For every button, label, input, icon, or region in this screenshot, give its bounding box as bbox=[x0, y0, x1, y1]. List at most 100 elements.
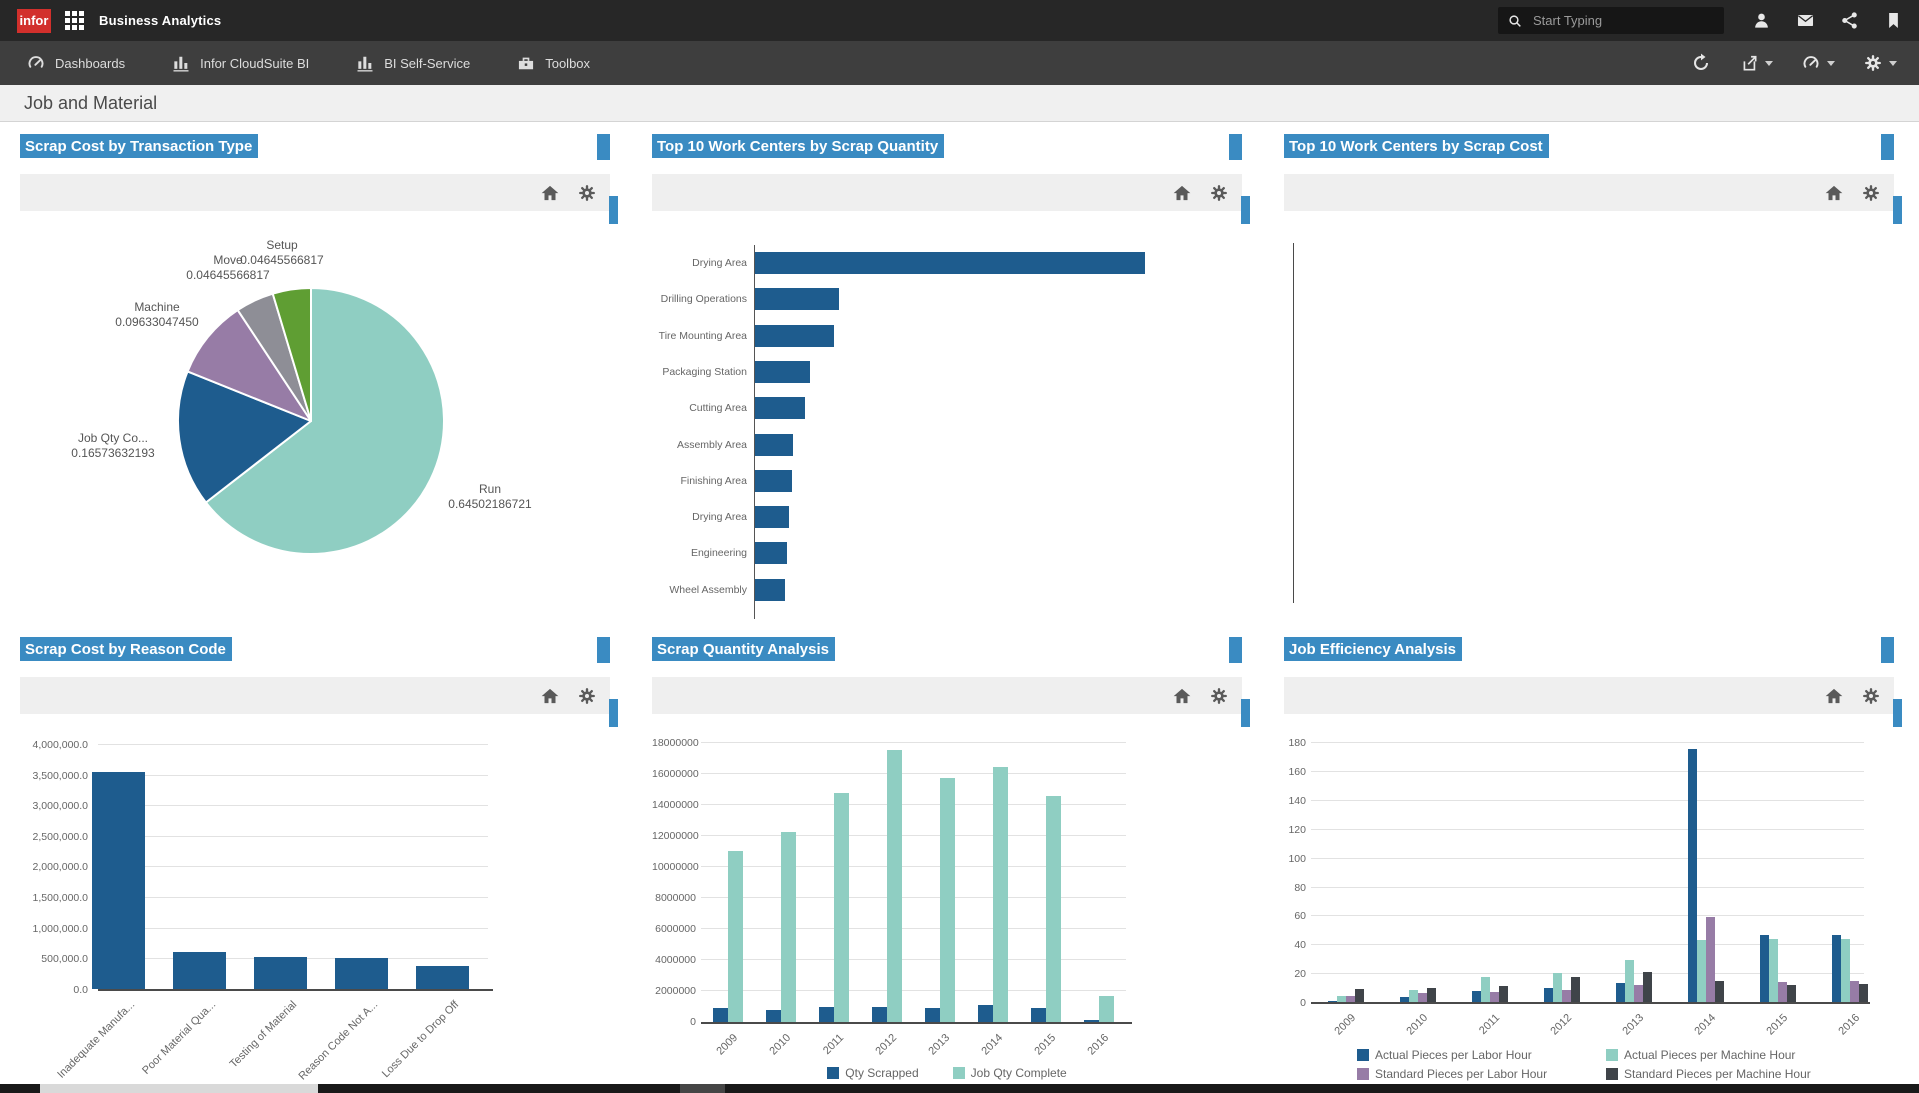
panel-title[interactable]: Scrap Cost by Reason Code bbox=[20, 637, 232, 661]
bar-0[interactable] bbox=[92, 771, 145, 989]
home-icon[interactable] bbox=[540, 686, 560, 706]
bar-2011-series-0[interactable] bbox=[1472, 991, 1481, 1002]
bar-2015-series-1[interactable] bbox=[1046, 796, 1062, 1022]
bar-2014-series-2[interactable] bbox=[1706, 916, 1715, 1002]
panel-title[interactable]: Top 10 Work Centers by Scrap Quantity bbox=[652, 134, 945, 158]
bar-2009-series-0[interactable] bbox=[712, 1008, 728, 1022]
infor-logo[interactable]: infor bbox=[17, 8, 51, 33]
search-input[interactable] bbox=[1531, 12, 1685, 29]
bar-drilling-operations[interactable] bbox=[755, 288, 839, 311]
bar-2012-series-0[interactable] bbox=[1544, 987, 1553, 1002]
app-launcher-icon[interactable] bbox=[65, 11, 84, 30]
bar-2014-series-1[interactable] bbox=[993, 766, 1009, 1022]
panel-scrollbar-thumb[interactable] bbox=[1893, 196, 1902, 224]
bar-2014-series-0[interactable] bbox=[978, 1004, 994, 1022]
bar-3[interactable] bbox=[335, 958, 388, 989]
bar-2010-series-1[interactable] bbox=[1409, 989, 1418, 1002]
panel-scrollbar-thumb[interactable] bbox=[609, 196, 618, 224]
bar-engineering[interactable] bbox=[755, 542, 787, 565]
bar-2011-series-3[interactable] bbox=[1499, 986, 1508, 1002]
bar-2013-series-0[interactable] bbox=[925, 1008, 940, 1022]
nav-item-toolbox[interactable]: Toolbox bbox=[510, 49, 596, 77]
bar-2013-series-3[interactable] bbox=[1643, 971, 1652, 1002]
panel-scrollbar-thumb[interactable] bbox=[609, 699, 618, 727]
home-icon[interactable] bbox=[1172, 686, 1192, 706]
bar-2014-series-1[interactable] bbox=[1697, 939, 1706, 1002]
export-button[interactable] bbox=[1739, 53, 1773, 73]
gear-icon[interactable] bbox=[577, 183, 597, 203]
pie-slice-setup[interactable] bbox=[271, 287, 312, 422]
bar-packaging-station[interactable] bbox=[755, 360, 810, 383]
panel-title[interactable]: Scrap Quantity Analysis bbox=[652, 637, 836, 661]
settings-menu-button[interactable] bbox=[1863, 53, 1897, 73]
panel-title[interactable]: Job Efficiency Analysis bbox=[1284, 637, 1463, 661]
bar-2009-series-2[interactable] bbox=[1346, 996, 1355, 1002]
home-icon[interactable] bbox=[1172, 183, 1192, 203]
bar-2016-series-2[interactable] bbox=[1850, 981, 1859, 1002]
bar-2016-series-1[interactable] bbox=[1841, 939, 1850, 1002]
nav-item-dashboards[interactable]: Dashboards bbox=[20, 49, 131, 77]
gear-icon[interactable] bbox=[1209, 183, 1229, 203]
bar-drying-area[interactable] bbox=[755, 506, 789, 529]
bar-2012-series-0[interactable] bbox=[871, 1006, 887, 1022]
bar-2013-series-1[interactable] bbox=[1625, 960, 1634, 1002]
bar-2013-series-1[interactable] bbox=[940, 777, 955, 1022]
bar-2013-series-0[interactable] bbox=[1616, 983, 1625, 1002]
bar-assembly-area[interactable] bbox=[755, 433, 793, 456]
bar-2015-series-2[interactable] bbox=[1778, 981, 1787, 1002]
bar-4[interactable] bbox=[416, 966, 469, 989]
nav-item-bi-self-service[interactable]: BI Self-Service bbox=[349, 49, 476, 77]
bar-finishing-area[interactable] bbox=[755, 469, 793, 492]
pie-slice-run[interactable] bbox=[204, 287, 446, 555]
bar-2010-series-2[interactable] bbox=[1418, 993, 1427, 1002]
bar-2016-series-3[interactable] bbox=[1859, 983, 1868, 1002]
gear-icon[interactable] bbox=[1861, 183, 1881, 203]
bookmark-icon[interactable] bbox=[1884, 11, 1903, 30]
horizontal-scrollbar-thumb[interactable] bbox=[40, 1084, 318, 1093]
bar-2010-series-0[interactable] bbox=[1400, 996, 1409, 1002]
bar-2011-series-0[interactable] bbox=[818, 1006, 834, 1022]
bar-2011-series-2[interactable] bbox=[1490, 991, 1499, 1002]
gear-icon[interactable] bbox=[1861, 686, 1881, 706]
bar-2015-series-0[interactable] bbox=[1031, 1008, 1047, 1022]
pie-slice-job-qty-co-[interactable] bbox=[177, 370, 312, 504]
refresh-button[interactable] bbox=[1691, 53, 1711, 73]
bar-2[interactable] bbox=[254, 957, 307, 989]
panel-scrollbar-thumb[interactable] bbox=[1241, 196, 1250, 224]
bar-2009-series-1[interactable] bbox=[727, 850, 743, 1022]
bar-chart-top10-scrap-quantity[interactable]: Drying Area Drilling Operations Tire Mount… bbox=[652, 211, 1242, 621]
pie-slice-machine[interactable] bbox=[186, 309, 312, 422]
bar-2015-series-3[interactable] bbox=[1787, 984, 1796, 1002]
bar-1[interactable] bbox=[173, 951, 226, 989]
bar-2009-series-1[interactable] bbox=[1337, 996, 1346, 1002]
panel-title[interactable]: Top 10 Work Centers by Scrap Cost bbox=[1284, 134, 1549, 158]
messages-icon[interactable] bbox=[1796, 11, 1815, 30]
nav-item-infor-cloudsuite-bi[interactable]: Infor CloudSuite BI bbox=[165, 49, 315, 77]
home-icon[interactable] bbox=[1824, 183, 1844, 203]
horizontal-scrollbar[interactable] bbox=[0, 1084, 1919, 1093]
bar-2014-series-3[interactable] bbox=[1715, 981, 1724, 1002]
home-icon[interactable] bbox=[540, 183, 560, 203]
bar-2013-series-2[interactable] bbox=[1634, 985, 1643, 1002]
search-box[interactable] bbox=[1498, 7, 1724, 34]
panel-title[interactable]: Scrap Cost by Transaction Type bbox=[20, 134, 259, 158]
bar-2011-series-1[interactable] bbox=[1481, 976, 1490, 1002]
bar-2010-series-0[interactable] bbox=[765, 1010, 781, 1022]
pie-chart-scrap-cost-by-transaction-type[interactable]: Setup 0.04645566817 Move 0.04645566817 M… bbox=[20, 211, 610, 621]
bar-2015-series-0[interactable] bbox=[1760, 934, 1769, 1002]
bar-2016-series-0[interactable] bbox=[1084, 1019, 1100, 1022]
gear-icon[interactable] bbox=[1209, 686, 1229, 706]
bar-2014-series-0[interactable] bbox=[1688, 749, 1697, 1002]
bar-chart-top10-scrap-cost-empty[interactable] bbox=[1284, 211, 1894, 621]
gear-icon[interactable] bbox=[577, 686, 597, 706]
bar-tire-mounting-area[interactable] bbox=[755, 324, 834, 347]
bar-2009-series-0[interactable] bbox=[1328, 1000, 1337, 1002]
bar-2016-series-1[interactable] bbox=[1099, 996, 1115, 1022]
panel-scrollbar-thumb[interactable] bbox=[1241, 699, 1250, 727]
grouped-bar-chart-job-efficiency-analysis[interactable]: 180 160 140 120 100 80 60 40 20 0 2009 2010 2011 2012… bbox=[1284, 714, 1894, 1086]
bar-2010-series-1[interactable] bbox=[780, 832, 796, 1022]
home-icon[interactable] bbox=[1824, 686, 1844, 706]
grouped-bar-chart-scrap-quantity-analysis[interactable]: 18000000 16000000 14000000 12000000 10000000… bbox=[652, 714, 1242, 1086]
bar-2010-series-3[interactable] bbox=[1427, 987, 1436, 1002]
user-icon[interactable] bbox=[1752, 11, 1771, 30]
